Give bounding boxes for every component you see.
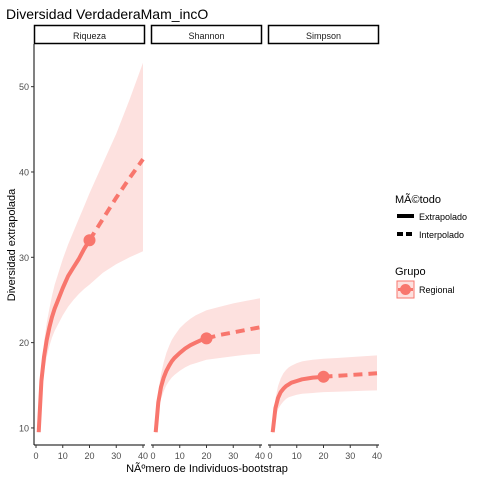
x-tick-label: 0 (267, 451, 272, 461)
facet-riqueza: Riqueza 0 10 20 30 40 (33, 24, 148, 461)
y-tick-label: 40 (19, 167, 29, 177)
facet-strip (267, 24, 380, 45)
chart-title: Diversidad VerdaderaMam_incO (6, 6, 208, 22)
x-tick-label: 30 (111, 451, 121, 461)
y-axis-label: Diversidad extrapolada (6, 188, 18, 301)
facets: 10 20 30 40 50 Riqueza 0 10 20 30 40 Shannon 0 10 20 30… (19, 24, 382, 461)
facet-strip-label: Simpson (306, 31, 341, 41)
y-tick-label: 20 (19, 338, 29, 348)
x-tick-label: 40 (372, 451, 382, 461)
x-tick-label: 10 (175, 451, 185, 461)
facet-strip (150, 24, 263, 45)
legend: MÃ©todo Extrapolado Interpolado Grupo Region… (395, 193, 467, 299)
x-tick-label: 30 (228, 451, 238, 461)
x-tick-label: 40 (138, 451, 148, 461)
interpolated-line (36, 239, 92, 433)
legend-group-title: Grupo (395, 266, 426, 278)
x-tick-label: 0 (33, 451, 38, 461)
facet-strip-label: Shannon (188, 31, 224, 41)
x-tick-label: 20 (318, 451, 328, 461)
facet-shannon: Shannon 0 10 20 30 40 (150, 24, 265, 461)
extrapolated-line (87, 158, 145, 242)
confidence-band (272, 355, 377, 435)
legend-interpolado-label: Interpolado (419, 230, 464, 240)
confidence-band (38, 62, 144, 434)
legend-regional-key-point (400, 284, 411, 295)
y-axis: 10 20 30 40 50 (19, 44, 35, 445)
x-tick-label: 20 (201, 451, 211, 461)
interpolated-line (270, 374, 324, 433)
observed-point (317, 370, 330, 383)
x-tick-label: 40 (255, 451, 265, 461)
facet-simpson: Simpson 0 10 20 30 40 (267, 24, 382, 461)
facet-strip (33, 24, 146, 45)
x-tick-label: 20 (84, 451, 94, 461)
extrapolated-line (323, 371, 378, 379)
x-tick-label: 30 (345, 451, 355, 461)
confidence-band (155, 298, 260, 435)
x-tick-label: 10 (292, 451, 302, 461)
interpolated-line (153, 336, 208, 433)
y-tick-label: 30 (19, 253, 29, 263)
y-tick-label: 10 (19, 423, 29, 433)
extrapolated-line (205, 325, 261, 341)
observed-point (83, 234, 96, 247)
y-tick-label: 50 (19, 82, 29, 92)
observed-point (200, 332, 213, 345)
x-tick-label: 10 (58, 451, 68, 461)
legend-method-title: MÃ©todo (395, 193, 441, 206)
x-tick-label: 0 (150, 451, 155, 461)
facet-strip-label: Riqueza (73, 31, 106, 41)
legend-regional-label: Regional (419, 285, 455, 295)
x-axis-label: NÃºmero de Individuos-bootstrap (126, 462, 288, 475)
legend-extrapolado-label: Extrapolado (419, 212, 467, 222)
